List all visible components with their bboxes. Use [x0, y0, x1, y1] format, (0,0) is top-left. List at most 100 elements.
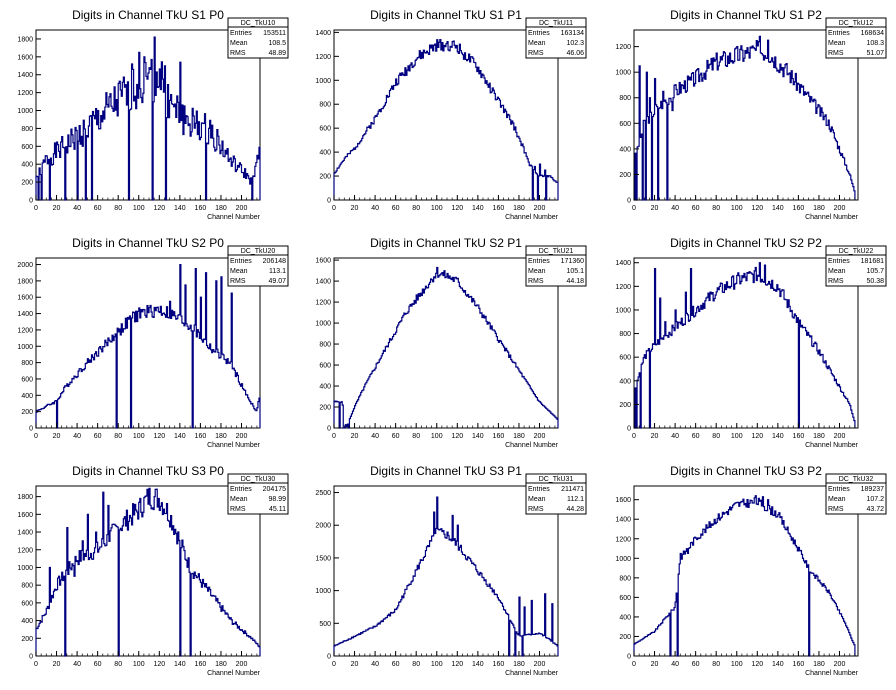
x-tick-label: 80: [412, 205, 420, 212]
x-tick-label: 140: [174, 205, 186, 212]
y-tick-label: 200: [619, 634, 631, 641]
stats-label-rms: RMS: [828, 506, 844, 513]
y-tick-label: 800: [21, 126, 33, 133]
stats-name: DC_TkU22: [839, 248, 874, 255]
stats-label-mean: Mean: [828, 496, 846, 503]
y-tick-label: 800: [619, 331, 631, 338]
stats-label-rms: RMS: [230, 278, 246, 285]
y-tick-label: 1600: [615, 497, 631, 504]
x-axis-label: Channel Number: [207, 442, 261, 449]
y-tick-label: 1800: [17, 278, 33, 285]
y-tick-label: 1200: [315, 300, 331, 307]
histogram-panel-7: Digits in Channel TkU S3 P0 0 20 40 60 80 100 1…: [17, 464, 289, 677]
stats-label-mean: Mean: [528, 40, 546, 47]
x-axis-label: Channel Number: [805, 670, 859, 677]
stats-box: DC_TkU10 Entries 153511 Mean 108.5 RMS 48.89: [227, 17, 289, 59]
x-tick-label: 200: [834, 433, 846, 440]
x-tick-label: 20: [351, 661, 359, 668]
x-axis-label: Channel Number: [805, 442, 859, 449]
y-tick-label: 1200: [615, 44, 631, 51]
x-tick-label: 100: [731, 205, 743, 212]
stats-value-entries: 168634: [861, 30, 884, 37]
stats-label-rms: RMS: [828, 278, 844, 285]
stats-box-frame: [525, 473, 587, 515]
x-tick-label: 20: [351, 205, 359, 212]
x-tick-label: 0: [632, 433, 636, 440]
stats-label-mean: Mean: [528, 496, 546, 503]
x-tick-label: 40: [671, 205, 679, 212]
stats-box: DC_TkU30 Entries 204175 Mean 98.99 RMS 45.11: [227, 473, 289, 515]
histogram-series-line: [333, 496, 559, 657]
x-tick-label: 140: [472, 205, 484, 212]
stats-box: DC_TkU20 Entries 206148 Mean 113.1 RMS 49.07: [227, 245, 289, 287]
x-tick-label: 100: [431, 205, 443, 212]
x-tick-label: 20: [53, 205, 61, 212]
x-tick-label: 120: [751, 433, 763, 440]
stats-box-frame: [525, 245, 587, 287]
stats-value-entries: 153511: [263, 30, 286, 37]
stats-label-rms: RMS: [230, 506, 246, 513]
stats-value-rms: 44.18: [566, 278, 584, 285]
y-tick-label: 200: [21, 636, 33, 643]
plot-frame: [35, 485, 261, 657]
x-tick-label: 140: [174, 661, 186, 668]
y-tick-label: 1200: [615, 536, 631, 543]
panel-title: Digits in Channel TkU S3 P2: [670, 464, 822, 478]
stats-name: DC_TkU12: [839, 20, 874, 27]
x-tick-label: 180: [813, 205, 825, 212]
stats-value-rms: 48.89: [268, 50, 286, 57]
y-tick-label: 400: [21, 618, 33, 625]
y-tick-label: 1600: [17, 295, 33, 302]
stats-value-mean: 105.7: [866, 268, 884, 275]
x-tick-label: 60: [94, 433, 102, 440]
x-tick-label: 180: [215, 661, 227, 668]
stats-name: DC_TkU31: [539, 476, 574, 483]
stats-label-rms: RMS: [528, 506, 544, 513]
y-tick-label: 400: [21, 162, 33, 169]
x-tick-label: 160: [195, 433, 207, 440]
x-tick-label: 60: [692, 433, 700, 440]
stats-name: DC_TkU11: [539, 20, 573, 27]
histogram-series-line: [35, 487, 261, 657]
stats-name: DC_TkU32: [839, 476, 874, 483]
stats-box: DC_TkU11 Entries 163134 Mean 102.3 RMS 46.06: [525, 17, 587, 59]
x-tick-label: 80: [712, 661, 720, 668]
x-tick-label: 120: [451, 205, 463, 212]
x-tick-label: 120: [153, 433, 165, 440]
stats-value-rms: 50.38: [866, 278, 884, 285]
x-tick-label: 160: [493, 205, 505, 212]
stats-value-mean: 108.5: [268, 40, 286, 47]
stats-box: DC_TkU21 Entries 171360 Mean 105.1 RMS 44.18: [525, 245, 587, 287]
plot-frame: [633, 29, 859, 201]
x-tick-label: 180: [513, 661, 525, 668]
y-tick-label: 600: [619, 121, 631, 128]
x-tick-label: 40: [671, 661, 679, 668]
plot-frame: [35, 257, 261, 429]
y-tick-label: 1400: [17, 72, 33, 79]
stats-label-rms: RMS: [528, 278, 544, 285]
y-tick-label: 1000: [315, 321, 331, 328]
x-tick-label: 200: [236, 433, 248, 440]
plot-frame: [633, 257, 859, 429]
stats-box: DC_TkU31 Entries 211471 Mean 112.1 RMS 44.28: [525, 473, 587, 515]
x-axis-label: Channel Number: [207, 214, 261, 221]
y-tick-label: 200: [319, 405, 331, 412]
x-tick-label: 0: [34, 661, 38, 668]
y-tick-label: 0: [627, 198, 631, 205]
stats-value-mean: 107.2: [866, 496, 884, 503]
y-tick-label: 800: [21, 583, 33, 590]
y-tick-label: 600: [619, 595, 631, 602]
x-tick-label: 20: [651, 661, 659, 668]
x-tick-label: 160: [195, 661, 207, 668]
stats-label-mean: Mean: [528, 268, 546, 275]
x-tick-label: 120: [751, 661, 763, 668]
stats-value-entries: 211471: [561, 486, 584, 493]
x-tick-label: 140: [772, 433, 784, 440]
x-tick-label: 0: [632, 661, 636, 668]
x-tick-label: 120: [153, 661, 165, 668]
stats-label-entries: Entries: [230, 258, 252, 265]
y-tick-label: 600: [21, 376, 33, 383]
x-tick-label: 140: [472, 661, 484, 668]
x-tick-label: 80: [412, 433, 420, 440]
y-tick-label: 600: [319, 126, 331, 133]
